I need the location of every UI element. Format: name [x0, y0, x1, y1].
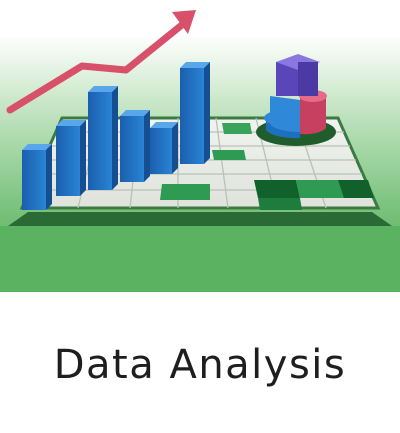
bar-6 — [180, 62, 210, 164]
tile-caption: Data Analysis — [53, 342, 347, 388]
bar-2 — [56, 120, 86, 196]
bar-1 — [22, 144, 52, 210]
bar-5 — [150, 122, 178, 174]
bar-3 — [88, 86, 118, 190]
ground-strip — [0, 226, 400, 292]
pie-chart-illustration — [256, 54, 336, 146]
bar-4 — [120, 110, 150, 182]
bar-chart-illustration — [22, 62, 210, 210]
data-analysis-illustration — [0, 0, 400, 292]
trend-arrow-icon — [6, 10, 196, 114]
highlighted-cells — [160, 123, 374, 210]
